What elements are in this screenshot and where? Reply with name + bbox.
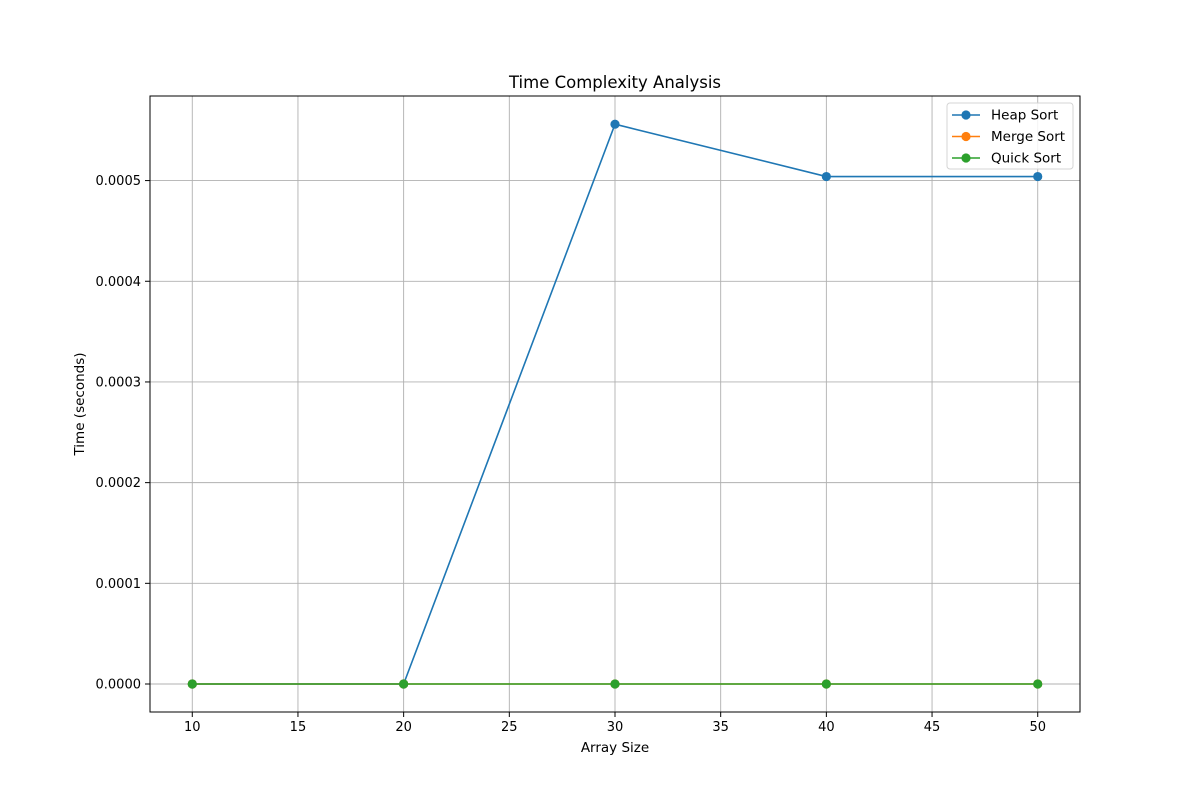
x-tick-label: 45	[924, 720, 941, 735]
data-point-quick-sort	[821, 679, 831, 689]
x-tick-label: 30	[607, 720, 624, 735]
legend-label: Merge Sort	[991, 129, 1065, 145]
x-tick-label: 50	[1029, 720, 1046, 735]
x-tick-label: 10	[184, 720, 201, 735]
legend-label: Quick Sort	[991, 151, 1061, 167]
data-point-heap-sort	[821, 171, 831, 182]
legend-box	[946, 102, 1074, 170]
data-point-quick-sort	[1033, 679, 1043, 689]
legend-item-merge-sort: Merge Sort	[952, 129, 1065, 145]
data-point-quick-sort	[399, 679, 409, 689]
legend-marker	[961, 131, 971, 142]
legend-label: Heap Sort	[991, 108, 1058, 124]
legend: Heap Sort Merge Sort Quick Sort	[946, 102, 1074, 170]
series-quick-sort	[187, 679, 1043, 689]
y-tick-label: 0.0000	[96, 678, 142, 693]
x-axis-label: Array Size	[581, 740, 649, 756]
y-tick-label: 0.0001	[96, 577, 142, 592]
axis-ticks: 10 15 20 25 30 35 40 45 50 0.0000 0.0001 0.0002 0.00…	[96, 174, 1047, 735]
x-tick-label: 15	[290, 720, 307, 735]
series-group	[187, 119, 1043, 689]
y-tick-label: 0.0004	[96, 275, 142, 290]
legend-marker	[961, 153, 971, 163]
x-tick-label: 35	[712, 720, 729, 735]
y-axis-label: Time (seconds)	[72, 352, 88, 456]
y-tick-label: 0.0003	[96, 375, 142, 390]
x-tick-label: 20	[395, 720, 412, 735]
x-tick-label: 25	[501, 720, 518, 735]
data-point-heap-sort	[610, 119, 620, 129]
data-point-heap-sort	[1033, 171, 1043, 182]
legend-item-heap-sort: Heap Sort	[952, 108, 1058, 124]
y-tick-label: 0.0002	[96, 476, 142, 491]
y-tick-label: 0.0005	[96, 174, 142, 189]
x-tick-label: 40	[818, 720, 835, 735]
legend-item-quick-sort: Quick Sort	[952, 151, 1061, 167]
chart-title: Time Complexity Analysis	[508, 73, 721, 92]
legend-marker	[961, 110, 971, 120]
data-point-quick-sort	[187, 679, 197, 689]
data-point-quick-sort	[610, 679, 620, 689]
